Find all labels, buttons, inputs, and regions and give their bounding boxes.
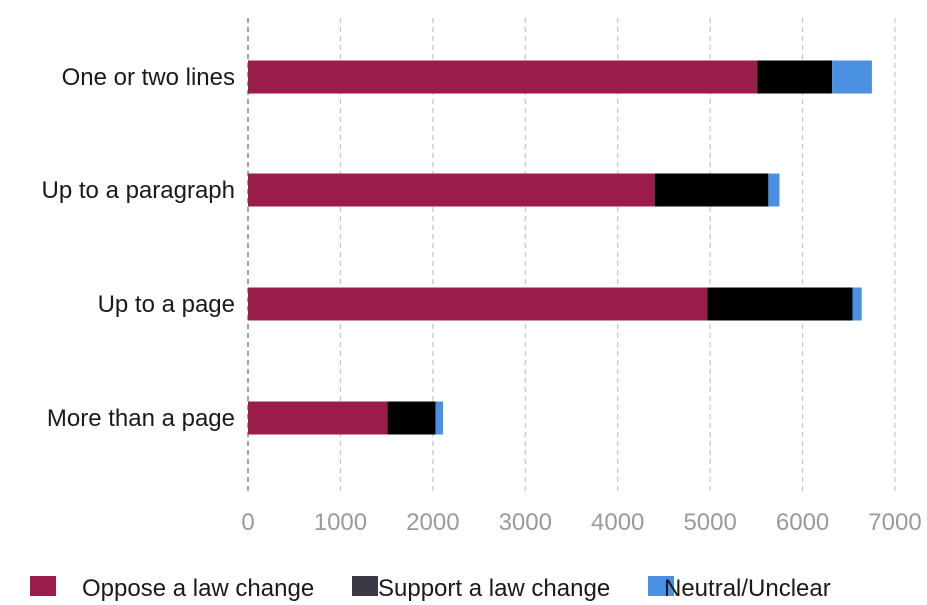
legend-label-neutral-unclear: Neutral/Unclear xyxy=(664,575,831,602)
legend: Oppose a law change Support a law change N… xyxy=(30,575,831,602)
x-tick-label-7000: 7000 xyxy=(868,509,921,536)
bar-support-a-law-change-1 xyxy=(757,60,833,94)
bar-neutral-unclear-3 xyxy=(852,287,862,321)
bar-oppose-a-law-change-3 xyxy=(248,287,708,321)
x-tick-label-2000: 2000 xyxy=(406,509,459,536)
x-tick-label-5000: 5000 xyxy=(683,509,736,536)
x-tick-label-6000: 6000 xyxy=(776,509,829,536)
bar-support-a-law-change-2 xyxy=(654,173,769,207)
category-label-4: More than a page xyxy=(47,405,235,432)
grid-lines xyxy=(247,18,896,492)
bar-oppose-a-law-change-1 xyxy=(248,60,758,94)
bar-oppose-a-law-change-4 xyxy=(248,401,388,435)
category-labels: One or two lines Up to a paragraph Up to a… xyxy=(42,64,235,432)
x-tick-labels: 0 1000 2000 3000 4000 5000 6000 7000 xyxy=(241,509,921,536)
x-tick-label-3000: 3000 xyxy=(499,509,552,536)
bar-oppose-a-law-change-2 xyxy=(248,173,655,207)
x-tick-label-4000: 4000 xyxy=(591,509,644,536)
bar-neutral-unclear-4 xyxy=(435,401,444,435)
bar-neutral-unclear-1 xyxy=(832,60,872,94)
bar-support-a-law-change-3 xyxy=(707,287,853,321)
legend-swatch-neutral-unclear xyxy=(648,576,674,596)
category-label-3: Up to a page xyxy=(98,291,235,318)
legend-swatch-support-a-law-change xyxy=(352,576,378,596)
legend-label-support-a-law-change: Support a law change xyxy=(378,575,610,602)
category-label-1: One or two lines xyxy=(62,64,235,91)
legend-swatch-oppose-a-law-change xyxy=(30,576,56,596)
legend-label-oppose-a-law-change: Oppose a law change xyxy=(82,575,314,602)
bar-neutral-unclear-2 xyxy=(768,173,780,207)
x-tick-label-1000: 1000 xyxy=(314,509,367,536)
bar-support-a-law-change-4 xyxy=(387,401,436,435)
x-tick-label-0: 0 xyxy=(241,509,254,536)
bars xyxy=(248,60,872,435)
category-label-2: Up to a paragraph xyxy=(42,177,235,204)
